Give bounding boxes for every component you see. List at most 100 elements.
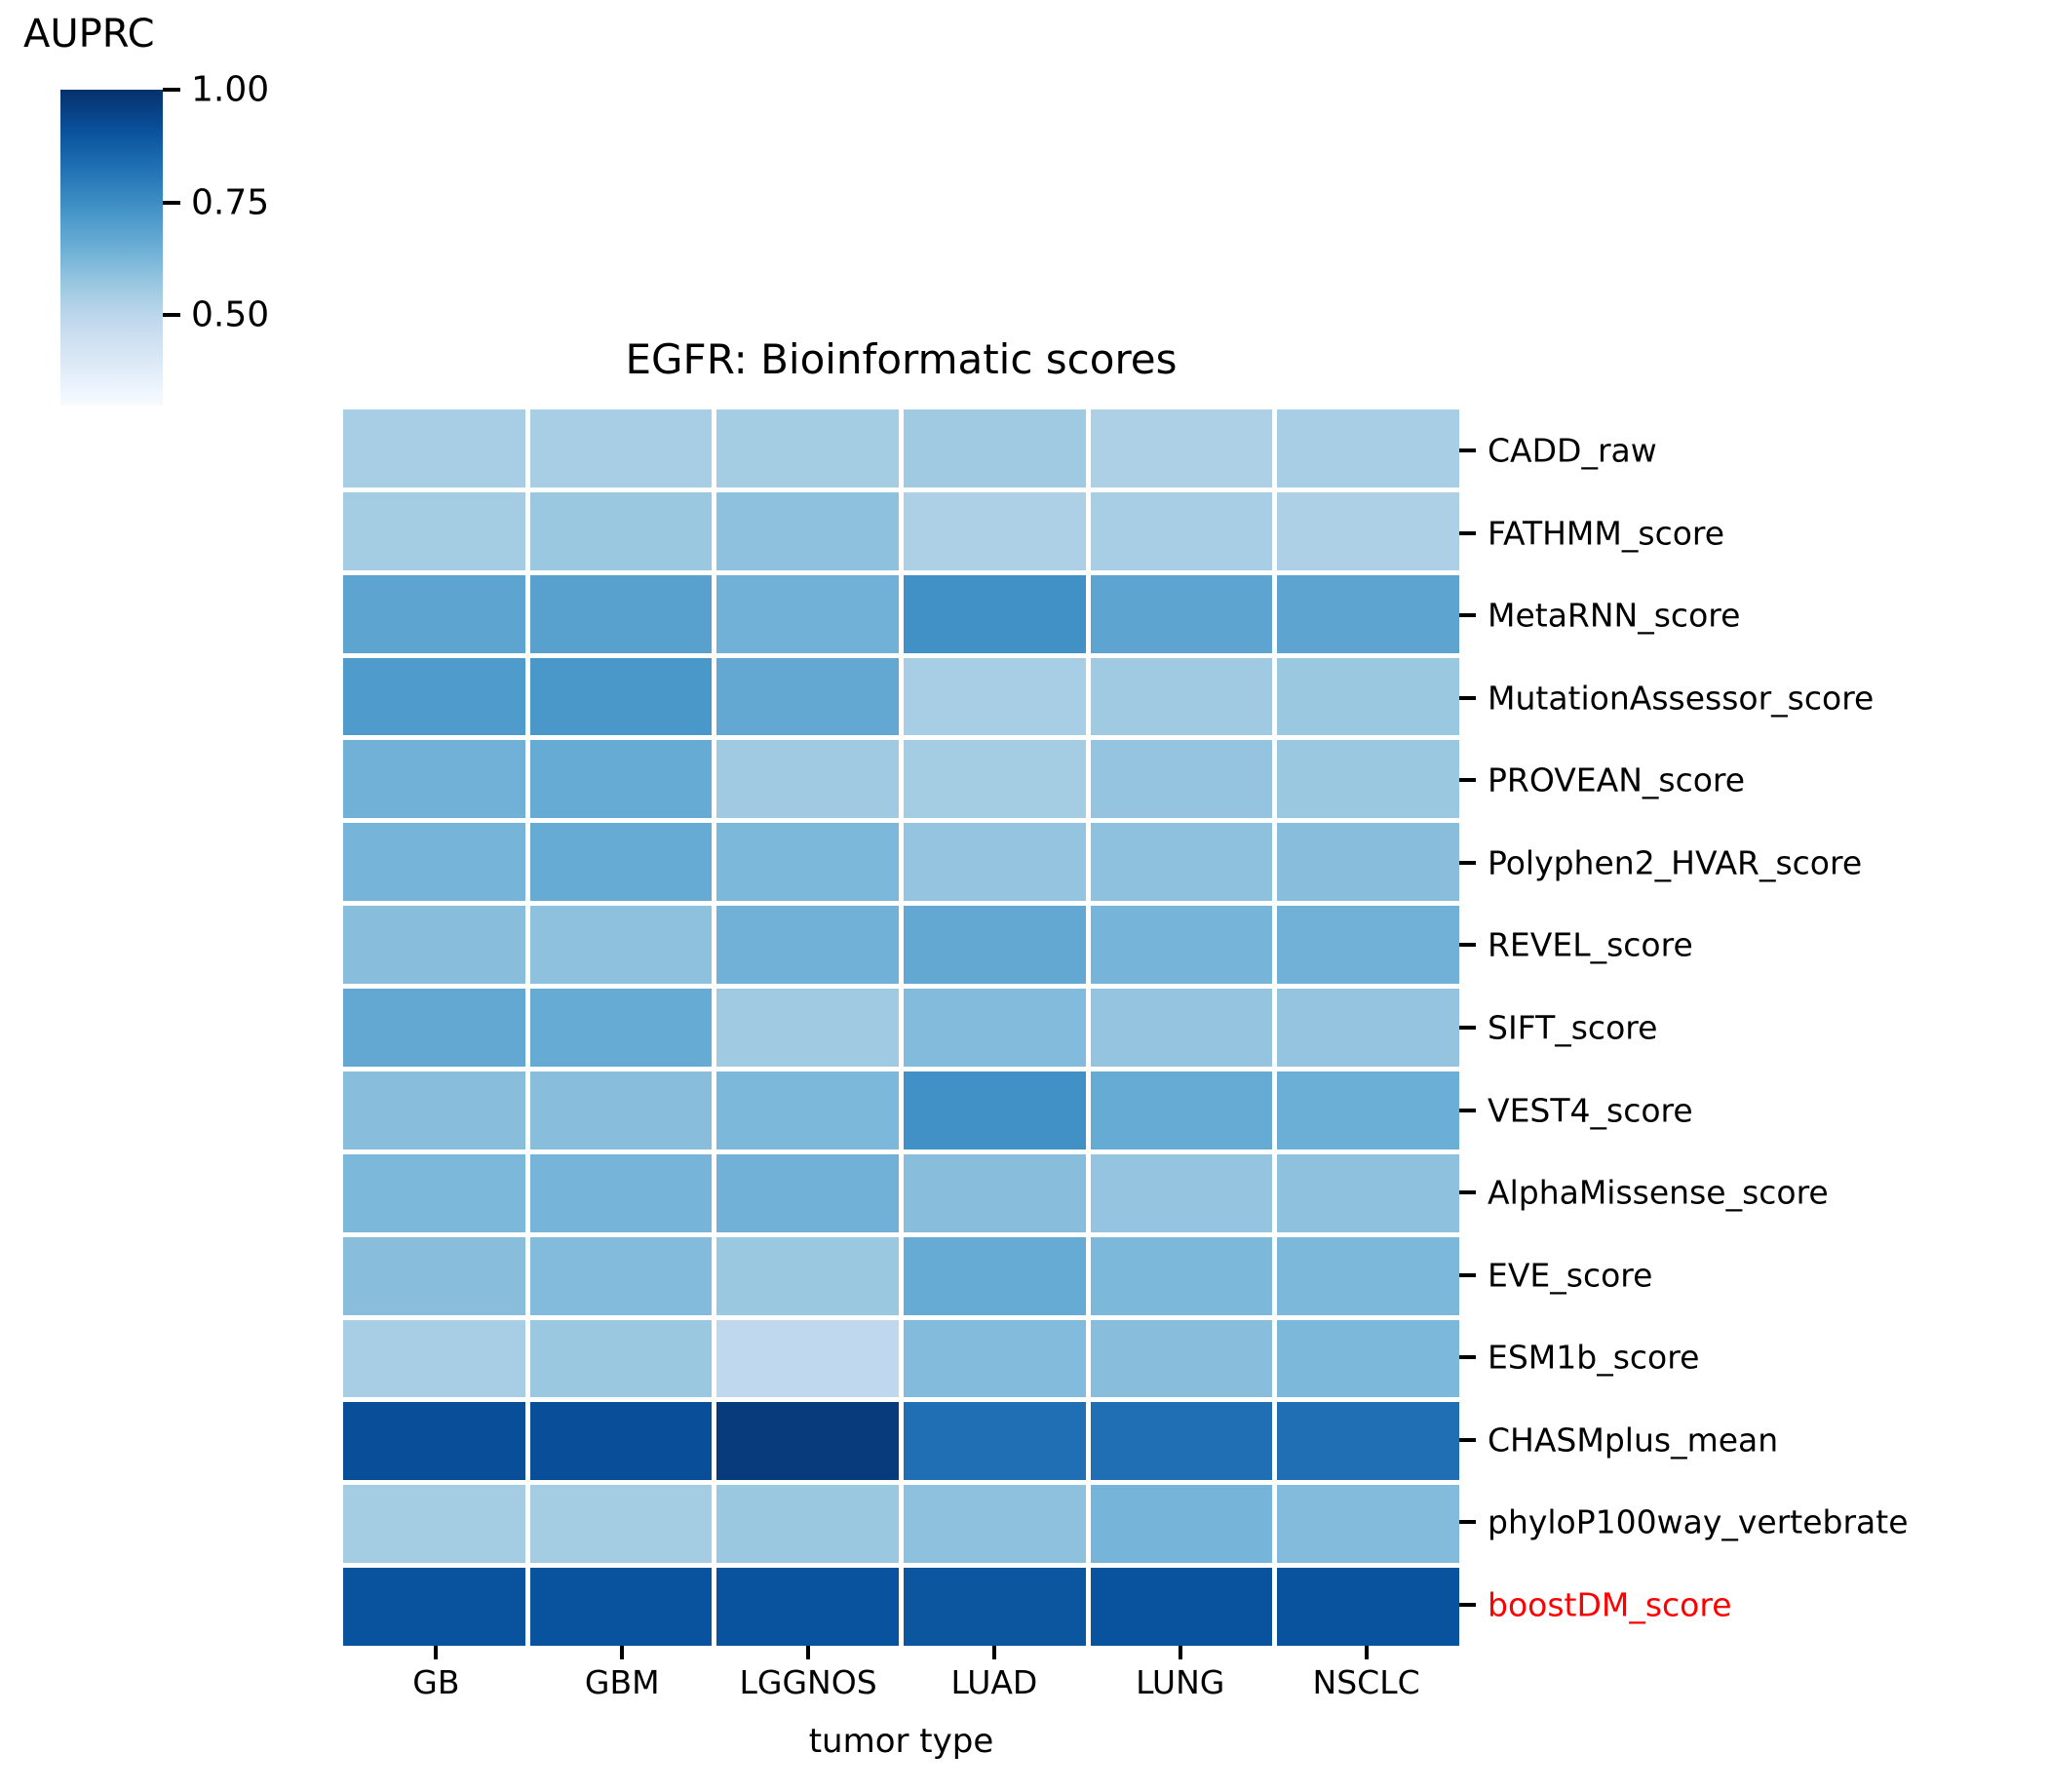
colorbar-tick bbox=[163, 88, 180, 92]
row-label: MetaRNN_score bbox=[1488, 596, 1741, 635]
heatmap-cell bbox=[343, 1153, 525, 1232]
row-label: FATHMM_score bbox=[1488, 514, 1725, 553]
heatmap-cell bbox=[716, 1071, 899, 1149]
heatmap-cell bbox=[1277, 574, 1459, 653]
heatmap-cell bbox=[1277, 1153, 1459, 1232]
heatmap-cell bbox=[529, 574, 713, 653]
y-tick bbox=[1459, 1355, 1476, 1360]
heatmap-cell bbox=[1090, 1071, 1273, 1149]
x-tick bbox=[991, 1646, 996, 1659]
heatmap-cell bbox=[1090, 1319, 1273, 1398]
y-tick bbox=[1459, 1520, 1476, 1525]
heatmap-cell bbox=[904, 1071, 1086, 1149]
heatmap-cell bbox=[904, 1319, 1086, 1398]
heatmap-cell bbox=[716, 1402, 899, 1481]
colorbar-tick-label: 0.75 bbox=[191, 182, 270, 223]
row-label: ESM1b_score bbox=[1488, 1338, 1700, 1377]
column-label: GB bbox=[412, 1663, 460, 1701]
heatmap-cell bbox=[529, 657, 713, 736]
heatmap-cell bbox=[343, 574, 525, 653]
heatmap-cell bbox=[1277, 1236, 1459, 1315]
heatmap-cell bbox=[904, 657, 1086, 736]
row-label: EVE_score bbox=[1488, 1256, 1653, 1295]
heatmap-cell bbox=[716, 906, 899, 985]
heatmap-cell bbox=[904, 1568, 1086, 1646]
x-tick bbox=[620, 1646, 625, 1659]
heatmap-cell bbox=[1277, 989, 1459, 1067]
x-axis-title: tumor type bbox=[808, 1722, 994, 1761]
heatmap-cell bbox=[343, 1485, 525, 1564]
row-label: Polyphen2_HVAR_score bbox=[1488, 843, 1863, 882]
row-label: AlphaMissense_score bbox=[1488, 1173, 1829, 1212]
heatmap-cell bbox=[529, 1485, 713, 1564]
heatmap-grid bbox=[343, 409, 1459, 1646]
heatmap-cell bbox=[343, 657, 525, 736]
row-label: REVEL_score bbox=[1488, 925, 1693, 964]
heatmap-cell bbox=[904, 1236, 1086, 1315]
heatmap-cell bbox=[1277, 409, 1459, 487]
heatmap-cell bbox=[1090, 823, 1273, 902]
heatmap-cell bbox=[904, 491, 1086, 570]
heatmap-cell bbox=[716, 1568, 899, 1646]
y-tick bbox=[1459, 943, 1476, 948]
y-tick bbox=[1459, 1026, 1476, 1030]
heatmap-cell bbox=[343, 1568, 525, 1646]
heatmap-cell bbox=[529, 1236, 713, 1315]
heatmap-cell bbox=[1090, 409, 1273, 487]
heatmap-cell bbox=[716, 1153, 899, 1232]
column-label: LGGNOS bbox=[739, 1663, 877, 1701]
heatmap-cell bbox=[529, 740, 713, 819]
row-label: PROVEAN_score bbox=[1488, 760, 1746, 799]
y-tick bbox=[1459, 448, 1476, 453]
row-label: SIFT_score bbox=[1488, 1008, 1658, 1047]
heatmap-cell bbox=[529, 1402, 713, 1481]
row-label: CADD_raw bbox=[1488, 431, 1657, 470]
heatmap-cell bbox=[1277, 491, 1459, 570]
heatmap-cell bbox=[1277, 1568, 1459, 1646]
heatmap-cell bbox=[529, 906, 713, 985]
heatmap-cell bbox=[343, 1071, 525, 1149]
colorbar-tick bbox=[163, 200, 180, 205]
heatmap-cell bbox=[343, 740, 525, 819]
heatmap-cell bbox=[904, 574, 1086, 653]
heatmap-cell bbox=[343, 409, 525, 487]
heatmap-cell bbox=[1090, 657, 1273, 736]
heatmap-cell bbox=[1277, 1402, 1459, 1481]
y-tick bbox=[1459, 530, 1476, 535]
heatmap-cell bbox=[529, 491, 713, 570]
heatmap-cell bbox=[1277, 740, 1459, 819]
heatmap-cell bbox=[1090, 1485, 1273, 1564]
column-label: LUAD bbox=[950, 1663, 1038, 1701]
heatmap-cell bbox=[1277, 823, 1459, 902]
heatmap-cell bbox=[716, 1236, 899, 1315]
heatmap-cell bbox=[904, 1402, 1086, 1481]
heatmap-cell bbox=[716, 823, 899, 902]
heatmap-cell bbox=[1277, 1071, 1459, 1149]
heatmap-cell bbox=[904, 1485, 1086, 1564]
heatmap-cell bbox=[1090, 491, 1273, 570]
heatmap-cell bbox=[343, 906, 525, 985]
heatmap-cell bbox=[343, 1402, 525, 1481]
heatmap-cell bbox=[716, 1319, 899, 1398]
row-label: boostDM_score bbox=[1488, 1585, 1732, 1624]
heatmap-cell bbox=[1090, 1153, 1273, 1232]
heatmap-cell bbox=[904, 740, 1086, 819]
heatmap-cell bbox=[343, 1319, 525, 1398]
column-label: GBM bbox=[584, 1663, 660, 1701]
y-tick bbox=[1459, 1602, 1476, 1607]
heatmap-cell bbox=[343, 491, 525, 570]
heatmap-cell bbox=[716, 1485, 899, 1564]
heatmap-cell bbox=[343, 823, 525, 902]
heatmap-cell bbox=[1277, 657, 1459, 736]
heatmap-cell bbox=[716, 491, 899, 570]
colorbar-title: AUPRC bbox=[23, 12, 155, 57]
x-tick bbox=[434, 1646, 439, 1659]
heatmap-cell bbox=[343, 989, 525, 1067]
y-tick bbox=[1459, 613, 1476, 618]
heatmap-cell bbox=[529, 823, 713, 902]
heatmap-cell bbox=[529, 409, 713, 487]
y-tick bbox=[1459, 1272, 1476, 1277]
x-tick bbox=[1364, 1646, 1369, 1659]
heatmap-cell bbox=[1090, 1236, 1273, 1315]
